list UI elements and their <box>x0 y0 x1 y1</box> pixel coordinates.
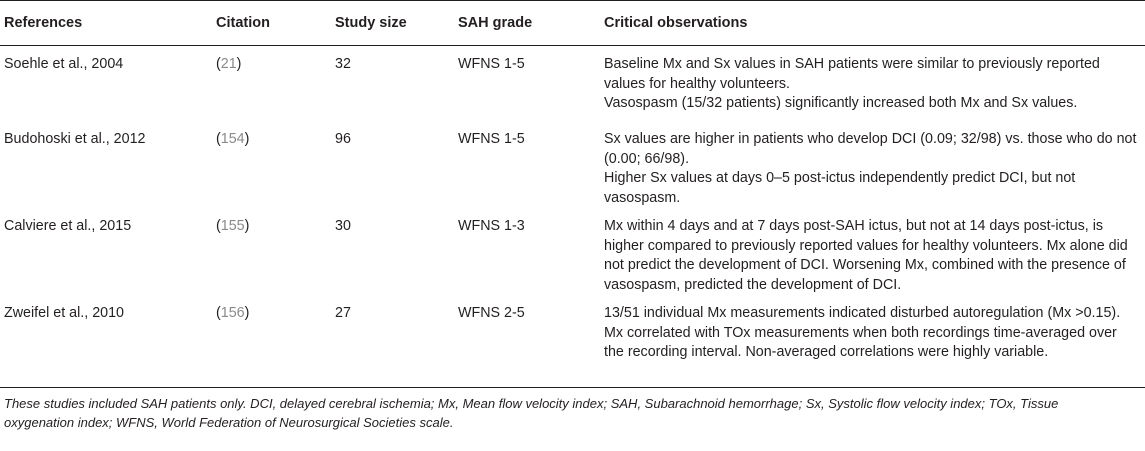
table-row: Soehle et al., 2004 (21) 32 WFNS 1-5 Bas… <box>0 46 1145 122</box>
cell-citation: (156) <box>216 305 250 321</box>
table-row: Zweifel et al., 2010 (156) 27 WFNS 2-5 1… <box>0 295 1145 388</box>
cell-reference: Soehle et al., 2004 <box>4 56 124 72</box>
cell-reference: Budohoski et al., 2012 <box>4 131 146 147</box>
header-observations: Critical observations <box>604 15 748 31</box>
header-row: References Citation Study size SAH grade… <box>0 0 1145 46</box>
cell-observations: Sx values are higher in patients who dev… <box>604 131 1137 206</box>
header-references: References <box>4 15 83 31</box>
cell-citation: (155) <box>216 218 250 234</box>
citation-link[interactable]: 156 <box>220 305 245 321</box>
cell-citation: (154) <box>216 131 250 147</box>
cell-observations: Mx within 4 days and at 7 days post-SAH … <box>604 218 1128 293</box>
table-footnote: These studies included SAH patients only… <box>4 396 1059 430</box>
cell-reference: Calviere et al., 2015 <box>4 218 132 234</box>
cell-observations: Baseline Mx and Sx values in SAH patient… <box>604 56 1100 111</box>
citation-link[interactable]: 21 <box>220 56 237 72</box>
cell-study-size: 27 <box>335 305 351 321</box>
header-sah-grade: SAH grade <box>458 15 533 31</box>
citation-link[interactable]: 154 <box>220 131 245 147</box>
cell-study-size: 30 <box>335 218 351 234</box>
table-row: Budohoski et al., 2012 (154) 96 WFNS 1-5… <box>0 121 1145 208</box>
citation-link[interactable]: 155 <box>220 218 245 234</box>
cell-observations: 13/51 individual Mx measurements indicat… <box>604 305 1121 360</box>
cell-citation: (21) <box>216 56 242 72</box>
studies-table-container: References Citation Study size SAH grade… <box>0 0 1145 388</box>
table-body: Soehle et al., 2004 (21) 32 WFNS 1-5 Bas… <box>0 46 1145 388</box>
cell-sah-grade: WFNS 1-3 <box>458 218 525 234</box>
header-study-size: Study size <box>335 15 407 31</box>
studies-table: References Citation Study size SAH grade… <box>0 0 1145 388</box>
header-citation: Citation <box>216 15 270 31</box>
table-row: Calviere et al., 2015 (155) 30 WFNS 1-3 … <box>0 208 1145 295</box>
cell-study-size: 96 <box>335 131 351 147</box>
table-header: References Citation Study size SAH grade… <box>0 0 1145 46</box>
cell-sah-grade: WFNS 1-5 <box>458 56 525 72</box>
cell-sah-grade: WFNS 2-5 <box>458 305 525 321</box>
cell-reference: Zweifel et al., 2010 <box>4 305 125 321</box>
cell-study-size: 32 <box>335 56 351 72</box>
cell-sah-grade: WFNS 1-5 <box>458 131 525 147</box>
